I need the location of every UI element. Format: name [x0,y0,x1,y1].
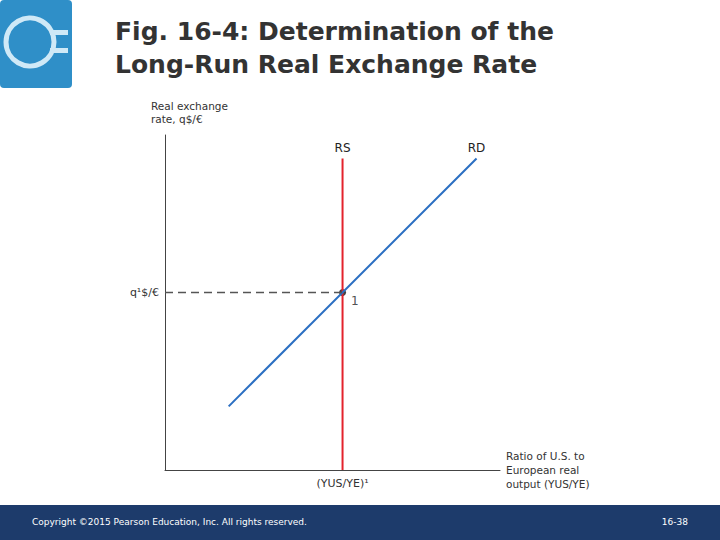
svg-text:Ratio of U.S. to: Ratio of U.S. to [506,450,585,462]
svg-text:Long-Run Real Exchange Rate: Long-Run Real Exchange Rate [115,50,537,79]
svg-text:Real exchange: Real exchange [151,100,228,112]
svg-text:(YUS/YE)¹: (YUS/YE)¹ [316,477,368,490]
svg-text:1: 1 [351,294,359,308]
svg-text:European real: European real [506,464,579,476]
svg-text:RS: RS [335,141,351,155]
svg-text:output (YUS/YE): output (YUS/YE) [506,478,590,490]
svg-text:Copyright ©2015 Pearson Educat: Copyright ©2015 Pearson Education, Inc. … [32,517,307,527]
svg-text:RD: RD [468,141,486,155]
svg-text:q¹$/€: q¹$/€ [130,286,159,299]
svg-text:Fig. 16-4: Determination of th: Fig. 16-4: Determination of the [115,17,554,46]
svg-text:rate, q$/€: rate, q$/€ [151,113,203,125]
svg-text:16-38: 16-38 [662,517,688,527]
